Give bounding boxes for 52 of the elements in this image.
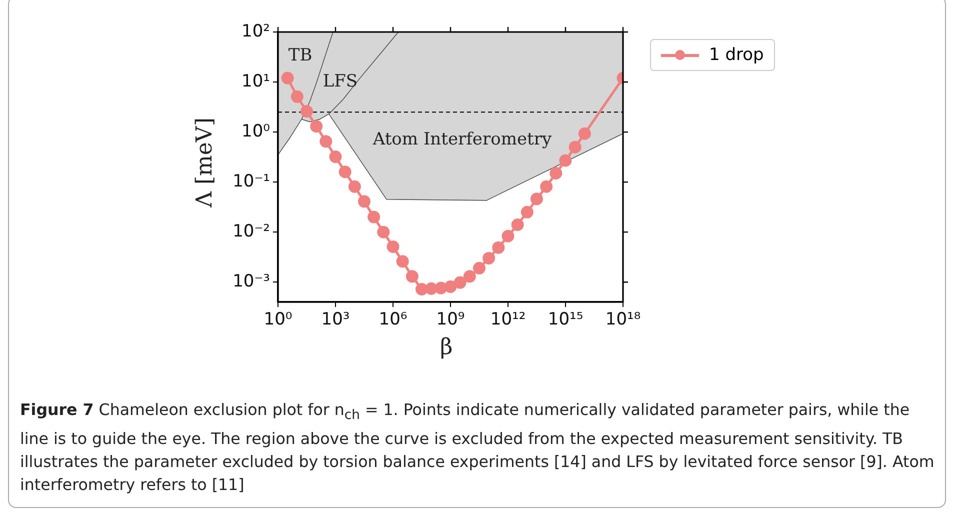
point [310,120,323,133]
point [425,282,438,295]
point [358,195,370,208]
point [281,72,294,84]
point [348,180,361,193]
point [368,210,380,224]
y-tick-label: 10⁰ [242,121,270,142]
point [482,252,496,264]
point [300,105,313,118]
point [377,226,390,238]
x-tick-label: 10¹⁸ [605,310,641,330]
point [444,280,457,293]
point [338,166,352,178]
x-tick-label: 10⁰ [264,310,292,330]
series-label: LFS [322,71,358,92]
y-tick-label: 10¹ [242,71,270,92]
point [502,230,514,242]
point [290,90,304,103]
y-tick-label: 10⁻² [232,222,270,242]
x-tick-label: 10¹⁵ [548,310,584,330]
y-tick-label: 10² [242,21,270,42]
point [454,276,466,289]
y-tick-label: 10⁻³ [232,272,270,292]
point [472,262,486,274]
x-tick-label: 10¹² [490,310,526,330]
point [550,167,562,180]
y-axis-title: Λ [meV] [192,118,218,208]
x-tick-label: 10⁹ [436,310,465,330]
y-tick-label: 10⁻¹ [232,171,270,192]
x-axis-title: β [440,335,453,360]
point [559,154,572,167]
series-label: TB [288,46,312,66]
point [329,150,342,164]
caption: Figure 7 Chameleon exclusion plot for n$_{ch}$ = 1. Points indicate numerically validated parameter pairs, while the line is to guide the eye. The region above the curve is excluded from the expected measurement sensitivity. TB illustrates the parameter excluded by torsion balance experiments [14] and LFS by levitated force sensor [9]. Atom interferometry refers to [11] [20,399,936,496]
point [386,240,400,253]
point [415,282,428,296]
point [320,135,332,148]
series-label: Atom Interferometry [372,129,552,150]
legend-label: 1 drop [709,45,764,65]
point [578,127,591,140]
point [520,206,534,218]
point [396,255,409,268]
point [540,180,553,193]
x-tick-label: 10³ [321,310,350,330]
point [568,140,582,154]
point [511,218,524,232]
point [463,270,476,283]
point [492,241,505,254]
point [406,270,418,283]
point [530,192,543,206]
x-tick-label: 10⁶ [378,310,408,330]
point [434,282,448,294]
